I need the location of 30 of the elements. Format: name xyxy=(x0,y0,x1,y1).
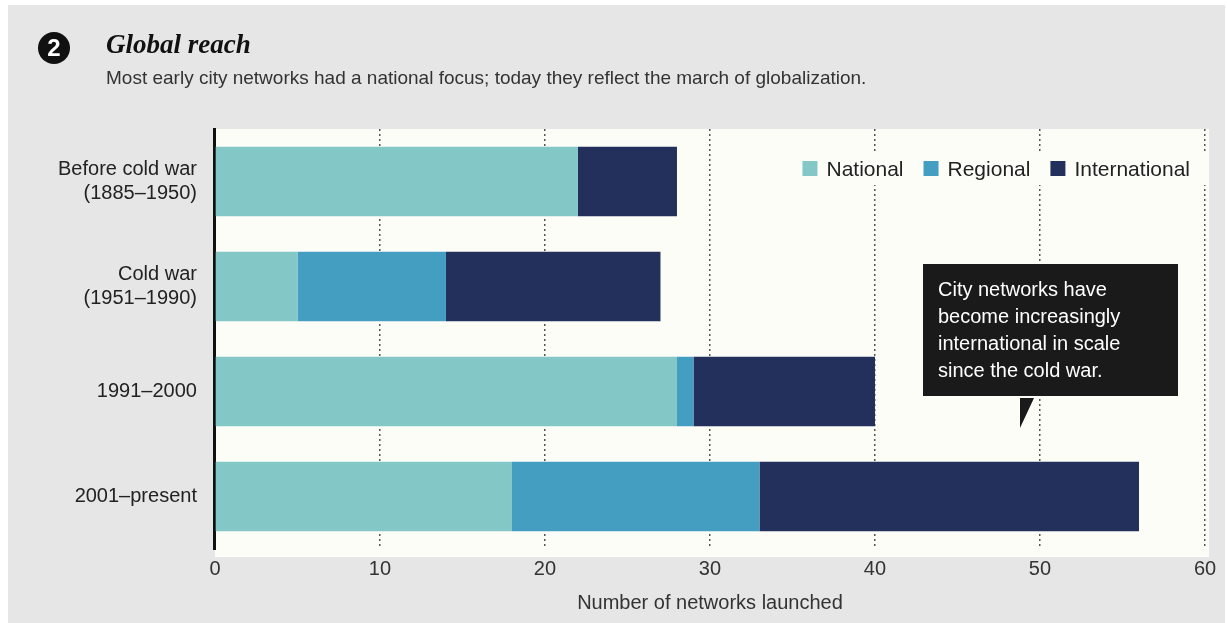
legend-label: International xyxy=(1074,156,1191,180)
x-tick-label: 10 xyxy=(368,556,392,579)
bar xyxy=(759,461,1139,532)
x-tick-label: 50 xyxy=(1028,556,1052,579)
x-tick-label: 40 xyxy=(863,556,887,579)
x-axis-title: Number of networks launched xyxy=(577,590,843,613)
legend-label: National xyxy=(826,156,904,180)
chart-title: Global reach xyxy=(106,29,251,60)
bar xyxy=(511,461,760,532)
text: 2 xyxy=(38,32,70,64)
x-tick-label: 30 xyxy=(698,556,722,579)
x-tick-label: 20 xyxy=(533,556,557,579)
bar xyxy=(215,461,512,532)
chart-subtitle: Most early city networks had a national focus; today they reflect the march of globalization. xyxy=(106,67,867,89)
bar xyxy=(577,146,677,217)
x-tick-label: 0 xyxy=(209,556,221,579)
y-tick-label: 1991–2000 xyxy=(96,379,197,402)
annotation: City networks have become increasingly international in scale since the cold war. xyxy=(923,264,1178,396)
x-tick-label: 60 xyxy=(1193,556,1217,579)
bar xyxy=(693,356,875,427)
legend-label: Regional xyxy=(947,156,1031,180)
bar xyxy=(215,146,578,217)
bar xyxy=(445,251,661,322)
bar xyxy=(297,251,446,322)
y-tick-label: Cold war (1951–1990) xyxy=(83,262,198,309)
y-tick-label: Before cold war (1885–1950) xyxy=(57,157,198,204)
bar xyxy=(215,251,298,322)
y-tick-label: 2001–present xyxy=(74,484,198,507)
bar xyxy=(676,356,694,427)
bar xyxy=(215,356,677,427)
